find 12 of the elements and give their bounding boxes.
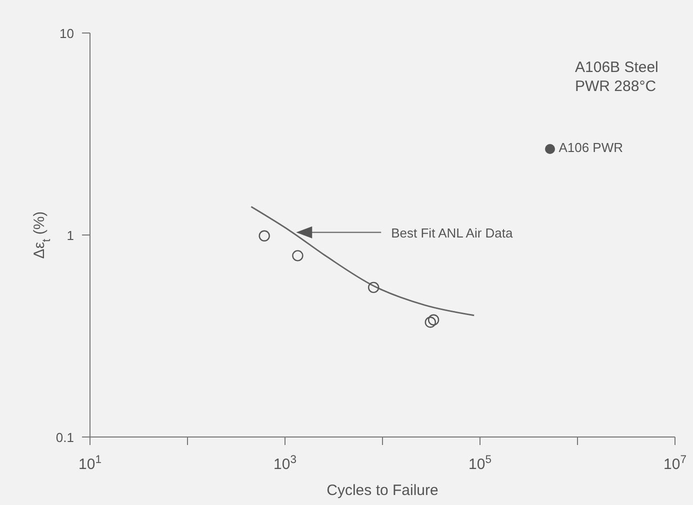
y-tick-label: 0.1 bbox=[56, 430, 74, 445]
y-tick-label: 10 bbox=[60, 26, 74, 41]
legend-label: A106 PWR bbox=[558, 140, 623, 155]
x-tick-label: 10$^{3}$ bbox=[274, 454, 296, 473]
x-tick-label: 10$^{5}$ bbox=[468, 454, 492, 473]
annotation: PWR 288°C bbox=[575, 77, 658, 96]
x-tick-label: 10$^{7}$ bbox=[664, 454, 686, 473]
y-tick-label: 1 bbox=[66, 228, 74, 243]
annotation: Best Fit ANL Air Data bbox=[391, 225, 514, 240]
x-tick-label: 10$^{1}$ bbox=[78, 454, 102, 473]
annotation: A106B Steel bbox=[575, 58, 658, 77]
x-axis-title: Cycles to Failure bbox=[326, 482, 438, 499]
